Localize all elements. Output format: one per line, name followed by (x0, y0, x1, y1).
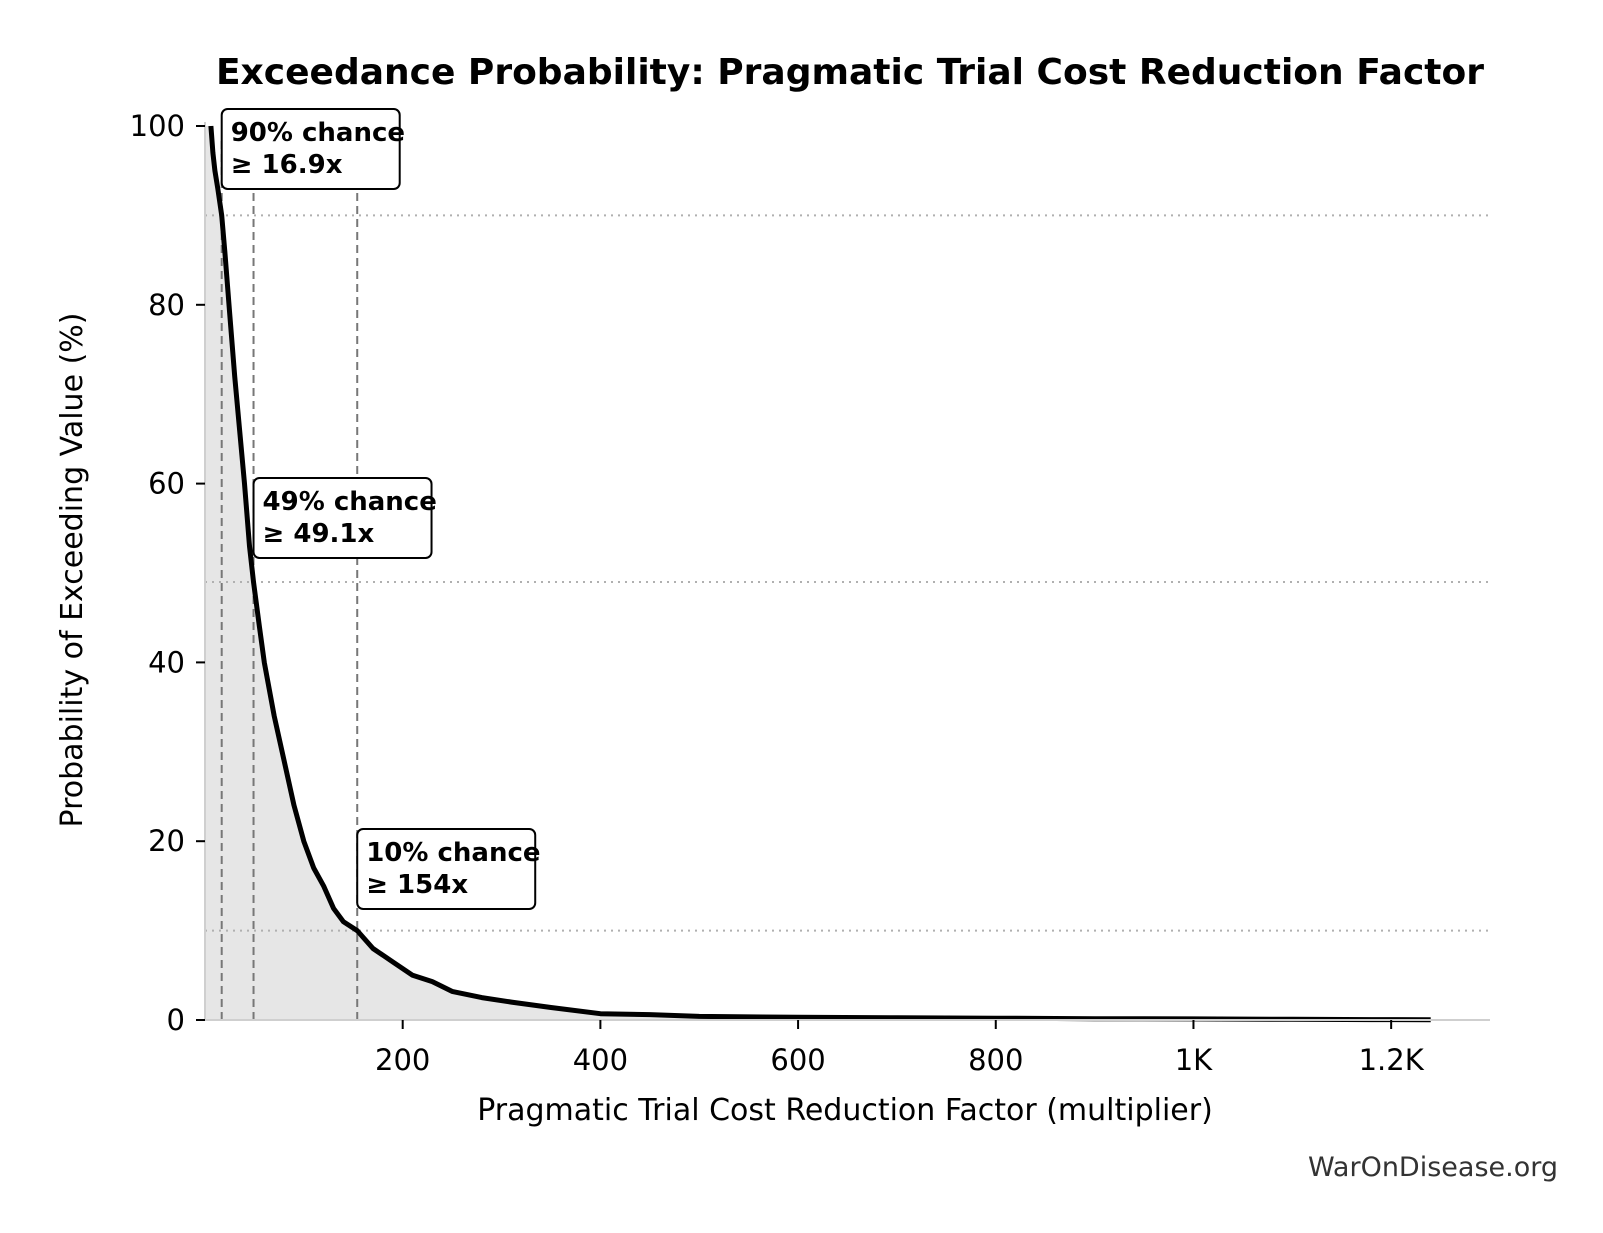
x-tick-label-5: 1.2K (1359, 1043, 1425, 1077)
y-tick-label-1: 20 (148, 824, 185, 858)
series-line (208, 125, 1431, 1023)
annotation-line-2: ≥ 49.1x (263, 519, 375, 549)
x-tick-label-1: 400 (573, 1043, 628, 1077)
y-axis-label: Probability of Exceeding Value (%) (55, 313, 90, 828)
watermark: WarOnDisease.org (1308, 1152, 1558, 1183)
annotation-1: 49% chance≥ 49.1x (252, 477, 437, 559)
y-tick-label-5: 100 (130, 109, 185, 143)
annotation-line-1: 49% chance (263, 487, 437, 517)
x-tick-label-4: 1K (1175, 1043, 1213, 1077)
chart-title: Exceedance Probability: Pragmatic Trial … (216, 52, 1484, 93)
area-fill (205, 126, 1431, 1020)
y-tick-label-4: 80 (148, 288, 185, 322)
x-axis-label: Pragmatic Trial Cost Reduction Factor (m… (477, 1093, 1213, 1128)
y-tick-label-2: 40 (148, 645, 185, 679)
annotation-line-2: ≥ 16.9x (231, 150, 343, 180)
x-tick-label-0: 200 (375, 1043, 430, 1077)
plot-area: 0 20 40 60 80 100 200 400 600 800 1K 1.2K 90% chance… (130, 108, 1490, 1077)
annotation-line-2: ≥ 154x (366, 870, 468, 900)
annotation-box (252, 477, 433, 559)
annotation-box (220, 108, 401, 190)
annotation-0: 90% chance≥ 16.9x (220, 108, 405, 190)
annotation-line-1: 10% chance (366, 838, 540, 868)
y-tick-label-0: 0 (167, 1003, 185, 1037)
x-tick-label-2: 600 (770, 1043, 825, 1077)
x-tick-label-3: 800 (968, 1043, 1023, 1077)
annotation-box (356, 828, 537, 910)
y-tick-label-3: 60 (148, 467, 185, 501)
annotation-2: 10% chance≥ 154x (356, 828, 541, 910)
annotation-line-1: 90% chance (231, 118, 405, 148)
